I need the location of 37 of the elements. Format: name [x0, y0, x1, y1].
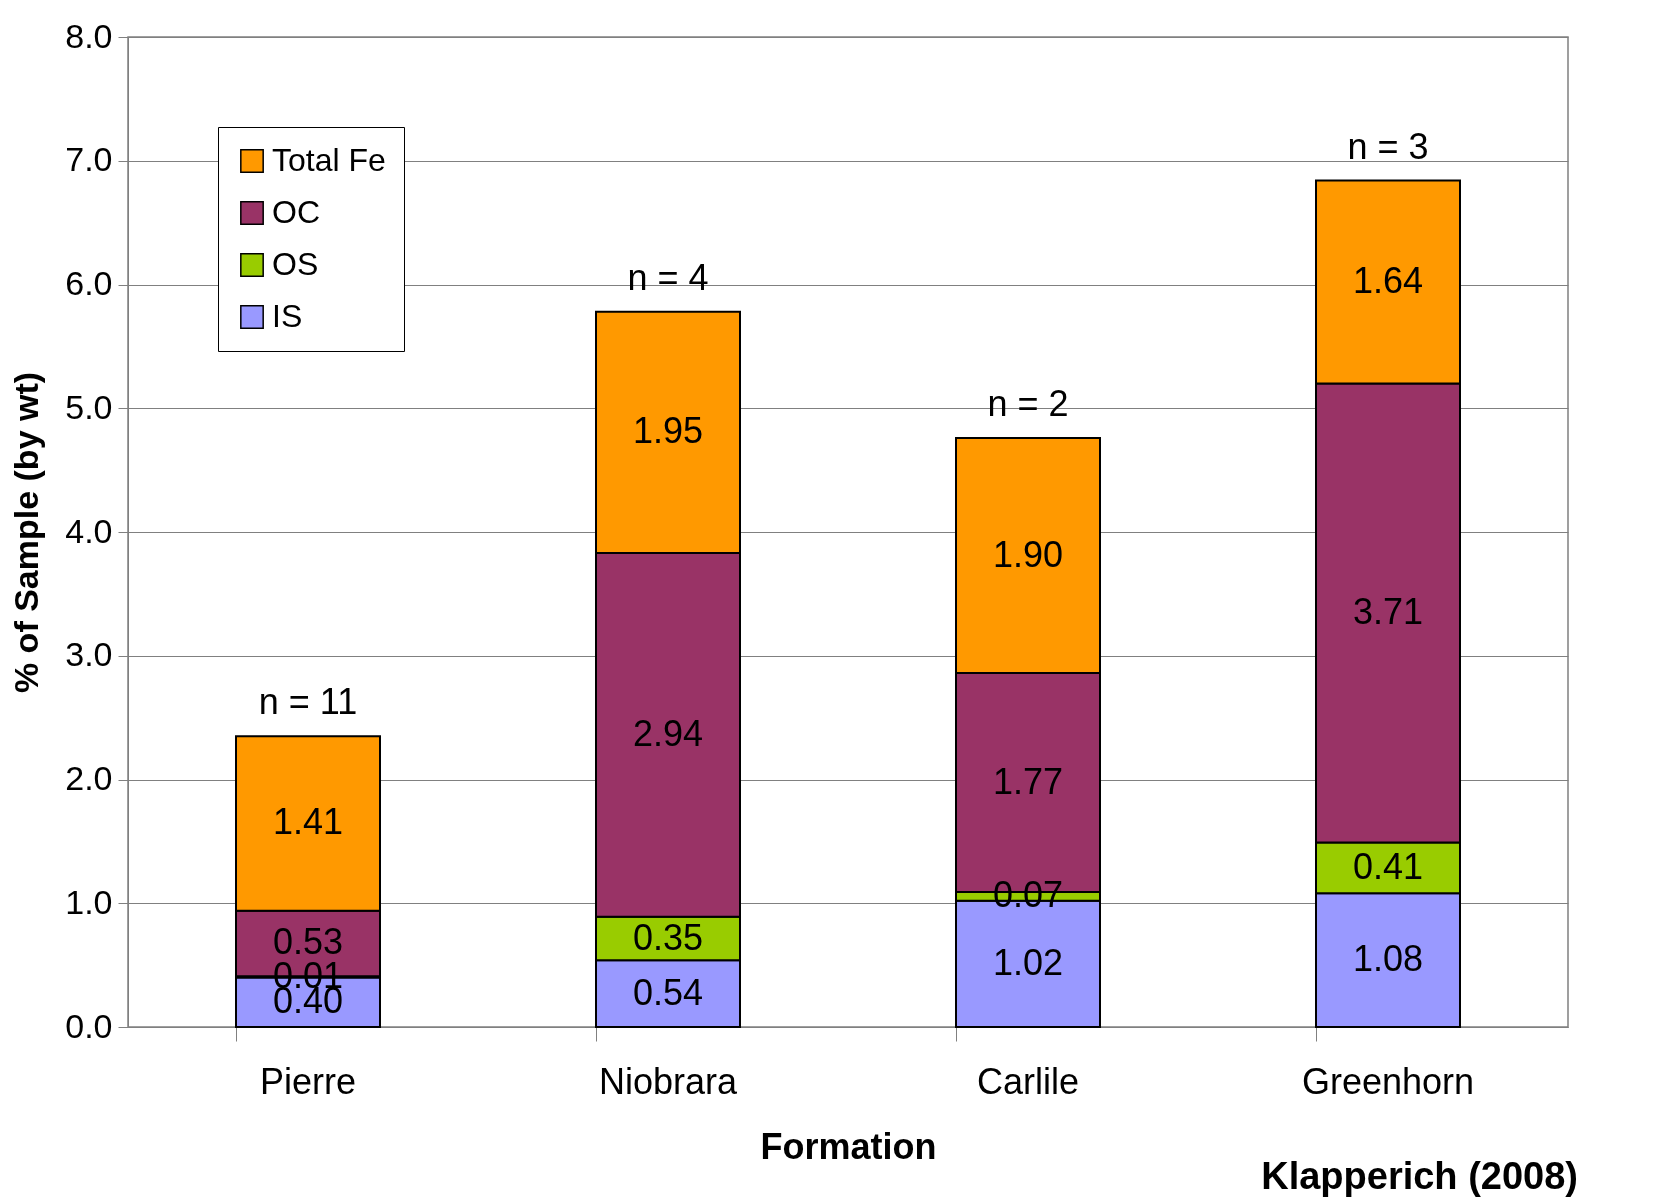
- annotation: n = 2: [987, 382, 1069, 424]
- data-label: 0.35: [632, 916, 704, 958]
- text: Klapperich (2008): [1261, 1155, 1578, 1197]
- y-tick-label: 5.0: [65, 387, 113, 426]
- data-label: 3.71: [1352, 591, 1424, 633]
- y-tick-label: 0.0: [65, 1006, 113, 1045]
- data-label: 1.08: [1352, 938, 1424, 980]
- x-tick-label: Greenhorn: [1301, 1060, 1475, 1102]
- x-axis-title: Formation: [760, 1125, 937, 1167]
- annotation: n = 3: [1347, 125, 1429, 167]
- data-label: 1.64: [1352, 260, 1424, 302]
- y-tick-label: 3.0: [65, 635, 113, 674]
- legend-label: OC: [272, 194, 320, 230]
- y-tick-label: 4.0: [65, 511, 113, 550]
- y-tick-label: 2.0: [65, 759, 113, 797]
- y-tick-label: 8.0: [65, 16, 113, 55]
- x-tick-label: Carlile: [976, 1060, 1080, 1102]
- legend-label: OS: [272, 246, 319, 282]
- y-axis-title: % of Sample (by wt): [7, 371, 46, 694]
- data-label: 0.54: [632, 971, 704, 1013]
- y-tick-label: 1.0: [65, 882, 113, 921]
- x-tick-label: Niobrara: [598, 1060, 739, 1102]
- data-label: 1.95: [632, 410, 704, 452]
- data-label: 1.90: [992, 533, 1064, 575]
- y-tick-label: 6.0: [65, 264, 113, 302]
- data-label: 1.02: [992, 941, 1064, 983]
- data-label: 0.53: [272, 921, 344, 963]
- data-label: 2.94: [632, 712, 704, 754]
- data-label: 0.41: [1352, 845, 1424, 887]
- y-tick-label: 7.0: [65, 140, 113, 179]
- legend-label: Total Fe: [272, 142, 386, 178]
- legend-label: IS: [272, 298, 303, 334]
- data-label: 1.77: [992, 760, 1064, 802]
- annotation: n = 11: [258, 681, 358, 723]
- x-tick-label: Pierre: [259, 1060, 357, 1102]
- annotation: n = 4: [627, 256, 709, 298]
- data-label: 1.41: [272, 801, 344, 843]
